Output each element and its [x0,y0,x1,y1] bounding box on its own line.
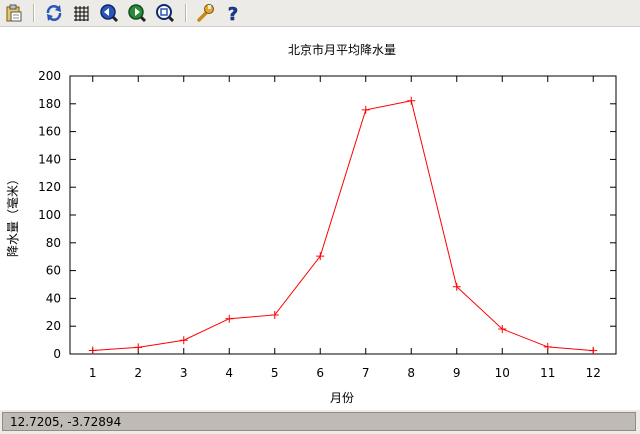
y-tick-label: 40 [46,291,61,305]
y-tick-label: 140 [38,152,61,166]
data-point [270,310,279,319]
y-tick-label: 100 [38,208,61,222]
data-point [88,346,97,355]
series-line [92,100,594,352]
y-axis-label: 降水量（毫米） [5,173,20,257]
svg-text:?: ? [228,4,238,23]
data-point [543,342,552,351]
x-tick-label: 6 [316,366,324,380]
x-tick-label: 4 [225,366,233,380]
data-point [179,336,188,345]
x-tick-label: 7 [362,366,370,380]
x-axis-label: 月份 [330,391,354,405]
y-tick-label: 60 [46,264,61,278]
x-tick-label: 9 [453,366,461,380]
y-tick-label: 160 [38,125,61,139]
grid-icon[interactable] [71,3,91,23]
data-point [134,343,143,352]
y-tick-label: 80 [46,236,61,250]
x-tick-label: 8 [407,366,415,380]
replot-icon[interactable] [44,3,64,23]
series-group [88,96,598,355]
help-icon[interactable]: ? [223,3,243,26]
y-tick-label: 0 [53,347,61,361]
x-tick-label: 5 [271,366,279,380]
autoscale-icon[interactable] [155,3,175,23]
y-tick-label: 180 [38,97,61,111]
y-tick-label: 200 [38,69,61,83]
toolbar: ? [0,0,640,27]
data-point [498,324,507,333]
chart-title: 北京市月平均降水量 [288,42,396,57]
toolbar-separator [185,4,187,22]
data-point [361,105,370,114]
next-zoom-icon[interactable] [127,3,147,23]
coordinate-readout: 12.7205, -3.72894 [2,412,636,431]
x-tick-label: 2 [134,366,142,380]
x-tick-label: 11 [540,366,555,380]
plot-frame [69,75,617,355]
copy-to-clipboard-icon[interactable] [4,3,24,23]
status-bar: 12.7205, -3.72894 [0,410,640,434]
previous-zoom-icon[interactable] [99,3,119,23]
x-tick-label: 12 [586,366,601,380]
data-point [225,314,234,323]
y-tick-label: 120 [38,180,61,194]
data-point [316,252,325,261]
data-point [589,346,598,355]
y-axis-ticks: 0 20 40 60 80 100 120 140 160 180 200 [38,69,616,361]
y-tick-label: 20 [46,319,61,333]
data-point [452,282,461,291]
x-tick-label: 3 [180,366,188,380]
options-icon[interactable] [195,3,215,23]
x-axis-ticks: 1 2 3 4 5 6 7 8 9 10 11 12 [89,76,601,380]
x-tick-label: 1 [89,366,97,380]
toolbar-separator [33,4,35,22]
x-tick-label: 10 [495,366,510,380]
data-point [407,96,416,105]
